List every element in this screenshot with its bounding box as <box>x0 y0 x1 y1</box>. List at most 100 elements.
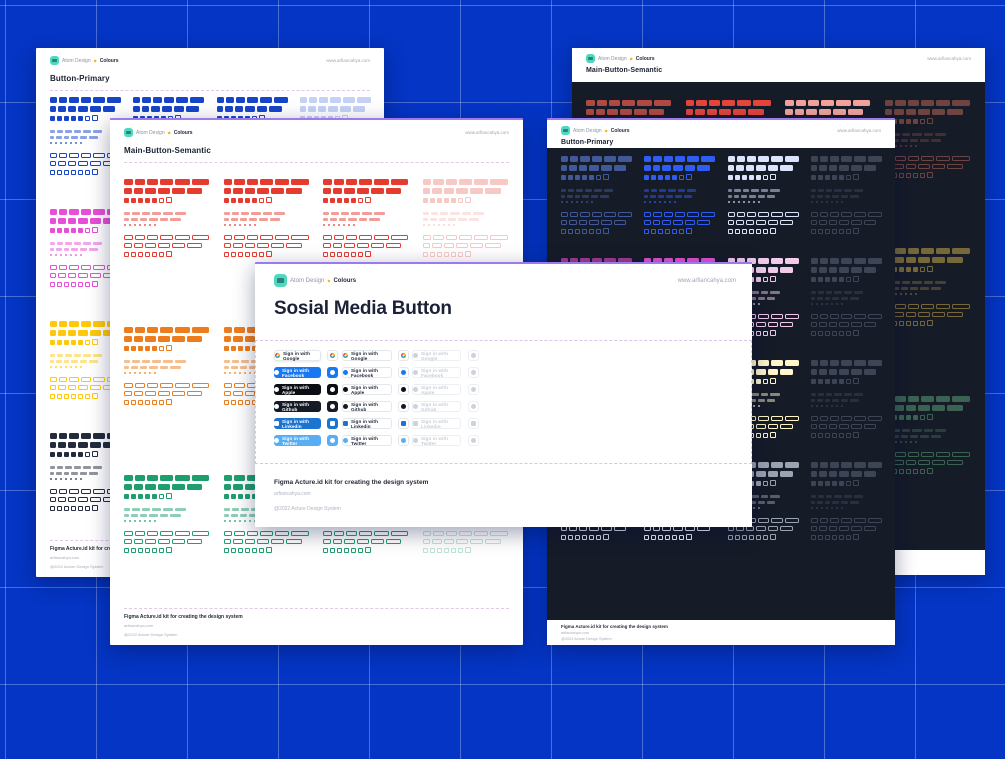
signin-icon-plain-twitter[interactable] <box>398 435 409 446</box>
signin-button-google[interactable]: Sign in with Google <box>274 350 321 361</box>
dot <box>674 201 677 203</box>
button-swatch <box>173 106 185 112</box>
text-button-mark <box>262 212 273 215</box>
signin-button-disabled-linkedin[interactable]: Sign in with Linkedin <box>412 418 461 429</box>
icon-button-swatch <box>337 547 342 553</box>
signin-button-outline-github[interactable]: Sign in with Github <box>342 401 392 412</box>
dot <box>238 224 241 226</box>
signin-icon-button-google[interactable] <box>327 350 338 361</box>
signin-button-disabled-facebook[interactable]: Sign in with Facebook <box>412 367 461 378</box>
icon-button-swatch <box>71 281 76 287</box>
signin-button-facebook[interactable]: Sign in with Facebook <box>274 367 321 378</box>
icon-button-swatch <box>762 480 768 486</box>
signin-button-outline-linkedin[interactable]: Sign in with Linkedin <box>342 418 392 429</box>
social-buttons-grid: Sign in with Google Sign in with Google Si… <box>274 350 479 446</box>
signin-button-disabled-github[interactable]: Sign in with Github <box>412 401 461 412</box>
icon-button-swatch <box>838 330 844 336</box>
dot <box>248 520 251 522</box>
signin-icon-button-linkedin[interactable] <box>327 418 338 429</box>
button-swatch <box>841 258 852 264</box>
button-swatch <box>818 109 831 115</box>
button-swatch <box>810 369 818 375</box>
signin-icon-plain-google[interactable] <box>398 350 409 361</box>
frame-social-media-button[interactable]: Atom Design ◆ Colours www.arfiancahya.co… <box>255 262 752 527</box>
dot <box>830 303 833 305</box>
signin-icon-button-facebook[interactable] <box>327 367 338 378</box>
button-swatch <box>244 336 256 342</box>
dot <box>129 372 131 374</box>
text-button-mark <box>760 495 769 498</box>
outline-buttons-block <box>323 235 410 257</box>
button-swatch <box>50 153 58 158</box>
button-size-row <box>223 531 311 536</box>
signin-button-outline-apple[interactable]: Sign in with Apple <box>342 384 392 395</box>
signin-icon-disabled-twitter[interactable] <box>468 435 479 446</box>
button-swatch <box>851 322 862 327</box>
button-swatch <box>458 235 472 240</box>
signin-button-disabled-google[interactable]: Sign in with Google <box>412 350 461 361</box>
signin-button-github[interactable]: Sign in with Github <box>274 401 321 412</box>
button-swatch <box>819 471 827 477</box>
button-swatch <box>124 243 132 248</box>
text-button-row <box>50 248 120 251</box>
signin-icon-disabled-apple[interactable] <box>468 384 479 395</box>
button-variant-group <box>50 321 122 399</box>
signin-icon-button-github[interactable] <box>327 401 338 412</box>
text-button-row <box>422 218 510 221</box>
signin-icon-plain-facebook[interactable] <box>398 367 409 378</box>
button-swatch <box>830 462 840 468</box>
icon-button-swatch <box>919 414 925 420</box>
button-size-row <box>810 212 882 217</box>
icon-button-swatch <box>596 174 601 180</box>
button-swatch <box>69 377 79 382</box>
signin-icon-disabled-linkedin[interactable] <box>468 418 479 429</box>
icon-button-swatch <box>64 115 69 121</box>
icon-button-swatch <box>852 276 859 282</box>
signin-icon-disabled-google[interactable] <box>468 350 479 361</box>
icon-button-swatch <box>582 534 587 540</box>
button-label: Sign in with Twitter <box>282 435 309 446</box>
icon-button-swatch <box>665 174 671 180</box>
signin-button-outline-facebook[interactable]: Sign in with Facebook <box>342 367 392 378</box>
signin-button-twitter[interactable]: Sign in with Twitter <box>274 435 321 446</box>
signin-icon-disabled-github[interactable] <box>468 401 479 412</box>
button-size-row <box>124 327 211 333</box>
button-swatch <box>935 396 951 402</box>
signin-button-outline-google[interactable]: Sign in with Google <box>342 350 392 361</box>
signin-button-outline-twitter[interactable]: Sign in with Twitter <box>342 435 392 446</box>
button-swatch <box>746 212 757 217</box>
button-swatch <box>235 97 246 103</box>
dot <box>810 201 813 203</box>
text-button-mark <box>832 399 840 402</box>
footer-site: arfiancahya.com <box>561 631 589 635</box>
text-button-mark <box>124 360 131 363</box>
text-button-mark <box>141 212 150 215</box>
button-swatch <box>458 179 472 185</box>
signin-button-apple[interactable]: Sign in with Apple <box>274 384 321 395</box>
text-button-mark <box>170 366 181 369</box>
text-button-mark <box>56 472 62 475</box>
dot <box>60 142 62 144</box>
icon-button-swatch <box>762 276 768 282</box>
text-button-mark <box>824 399 831 402</box>
text-button-mark <box>909 287 919 290</box>
card-header: Atom Design ◆ Colours www.arfiancahya.co… <box>274 274 736 287</box>
signin-button-linkedin[interactable]: Sign in with Linkedin <box>274 418 321 429</box>
signin-icon-plain-linkedin[interactable] <box>398 418 409 429</box>
signin-button-disabled-apple[interactable]: Sign in with Apple <box>412 384 461 395</box>
signin-icon-button-apple[interactable] <box>327 384 338 395</box>
signin-button-disabled-twitter[interactable]: Sign in with Twitter <box>412 435 461 446</box>
dot <box>840 303 843 305</box>
signin-icon-plain-github[interactable] <box>398 401 409 412</box>
text-button-mark <box>644 189 650 192</box>
text-button-mark <box>50 472 55 475</box>
signin-icon-disabled-facebook[interactable] <box>468 367 479 378</box>
signin-icon-plain-apple[interactable] <box>398 384 409 395</box>
icon-button-swatch <box>589 228 594 234</box>
dot <box>732 201 735 203</box>
signin-icon-button-twitter[interactable] <box>327 435 338 446</box>
text-button-row <box>644 195 714 198</box>
icon-button-swatch <box>138 197 143 203</box>
button-size-row <box>727 258 799 264</box>
button-swatch <box>93 377 106 382</box>
